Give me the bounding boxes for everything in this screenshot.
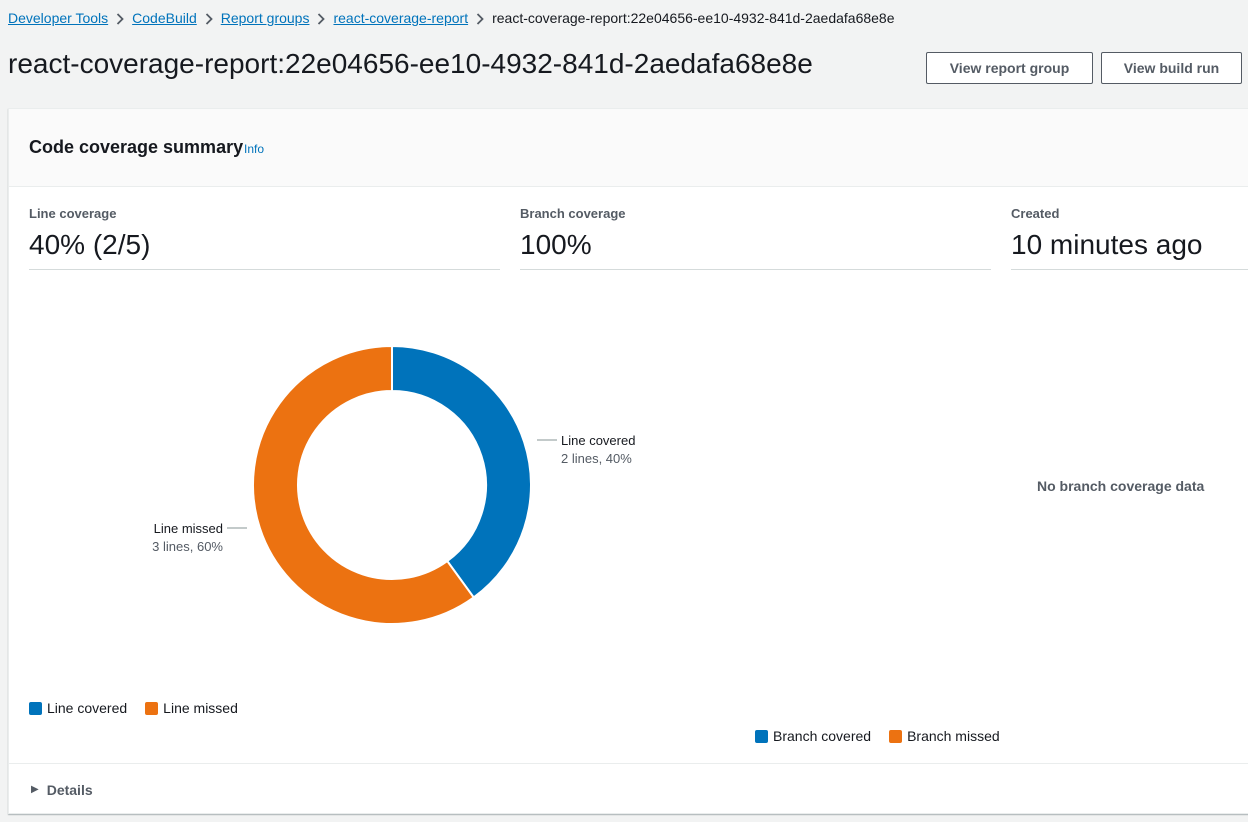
slice-label-line-covered: Line covered xyxy=(561,433,635,448)
legend-label-line-missed: Line missed xyxy=(163,700,238,716)
no-branch-coverage-message: No branch coverage data xyxy=(1037,478,1205,494)
breadcrumb-report-groups[interactable]: Report groups xyxy=(220,10,310,26)
line-coverage-legend: Line covered Line missed xyxy=(29,700,256,716)
legend-swatch-missed xyxy=(889,729,903,743)
breadcrumb-react-coverage-report[interactable]: react-coverage-report xyxy=(333,10,469,26)
legend-item-branch-missed[interactable]: Branch missed xyxy=(889,728,1000,744)
slice-label-line-missed: Line missed xyxy=(154,521,223,536)
page-title: react-coverage-report:22e04656-ee10-4932… xyxy=(8,48,813,79)
legend-item-line-missed[interactable]: Line missed xyxy=(145,700,238,716)
legend-label-branch-covered: Branch covered xyxy=(773,728,872,744)
legend-swatch-missed xyxy=(145,701,159,715)
branch-coverage-value: 100% xyxy=(520,229,592,260)
legend-item-line-covered[interactable]: Line covered xyxy=(29,700,127,716)
slice-value-line-missed: 3 lines, 60% xyxy=(152,539,223,554)
view-report-group-button[interactable]: View report group xyxy=(926,52,1093,84)
chevron-right-icon xyxy=(197,10,221,26)
caret-right-icon: ▶ xyxy=(31,784,39,795)
legend-label-branch-missed: Branch missed xyxy=(907,728,1000,744)
breadcrumb-codebuild[interactable]: CodeBuild xyxy=(132,10,197,26)
line-coverage-donut-chart: Line covered 2 lines, 40% Line missed 3 lin… xyxy=(152,344,635,625)
donut-slice-line-covered[interactable] xyxy=(391,344,532,599)
breadcrumb-current: react-coverage-report:22e04656-ee10-4932… xyxy=(492,10,895,26)
donut-slice-line-missed[interactable] xyxy=(252,344,476,625)
created-value: 10 minutes ago xyxy=(1011,229,1203,260)
branch-coverage-metric: Branch coverage 100% xyxy=(520,204,991,270)
view-build-run-button[interactable]: View build run xyxy=(1101,52,1242,84)
branch-coverage-legend: Branch covered Branch missed xyxy=(755,728,1018,744)
line-coverage-value: 40% (2/5) xyxy=(29,229,151,260)
created-metric: Created 10 minutes ago xyxy=(1011,204,1248,270)
breadcrumb-developer-tools[interactable]: Developer Tools xyxy=(8,10,109,26)
legend-swatch-covered xyxy=(755,729,768,743)
breadcrumb: Developer Tools CodeBuild Report groups … xyxy=(8,9,895,27)
legend-label-line-covered: Line covered xyxy=(47,700,128,716)
chevron-right-icon xyxy=(309,10,333,26)
code-coverage-summary-panel: Code coverage summary Info Line coverage… xyxy=(8,108,1248,814)
branch-coverage-label: Branch coverage xyxy=(520,206,626,221)
slice-value-line-covered: 2 lines, 40% xyxy=(561,451,632,466)
chevron-right-icon xyxy=(468,10,492,26)
details-expander[interactable]: ▶ Details xyxy=(9,763,1248,815)
panel-header: Code coverage summary Info xyxy=(9,109,1248,187)
line-coverage-metric: Line coverage 40% (2/5) xyxy=(29,204,500,270)
info-link[interactable]: Info xyxy=(244,142,265,156)
created-label: Created xyxy=(1011,206,1060,221)
legend-item-branch-covered[interactable]: Branch covered xyxy=(755,728,871,744)
panel-title: Code coverage summary xyxy=(29,137,244,157)
line-coverage-label: Line coverage xyxy=(29,206,117,221)
details-label: Details xyxy=(46,781,93,798)
legend-swatch-covered xyxy=(29,701,42,715)
chevron-right-icon xyxy=(108,10,132,26)
